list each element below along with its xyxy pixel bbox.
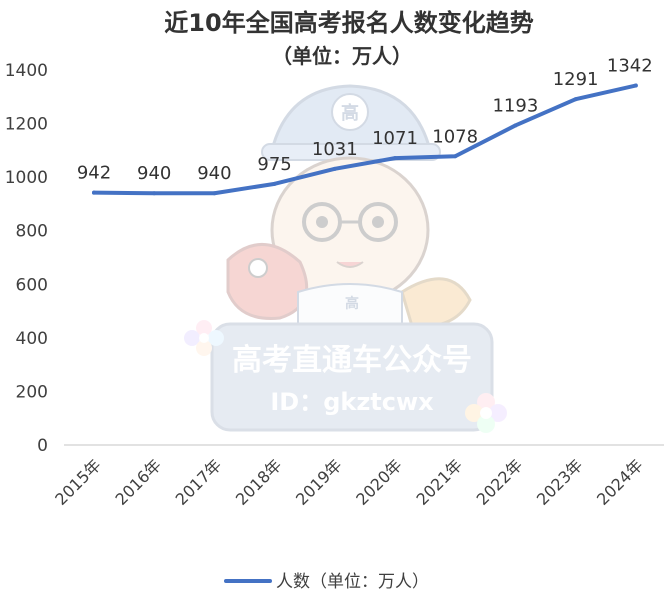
data-point [573,97,578,102]
x-axis: 2015年 2016年 2017年 2018年 2019年 2020年 2021年 2022年… [51,455,646,509]
x-tick-label: 2020年 [352,455,406,509]
hat-label: 高 [341,102,359,124]
y-tick-label: 400 [16,329,48,349]
mascot-icon: 高 高 [226,84,472,331]
watermark: 高 高 高考直通车公众号 ID：gkztcwx [184,84,507,433]
y-tick-label: 800 [16,222,48,242]
x-tick-label: 2018年 [232,455,286,509]
flower-icon [465,393,507,433]
y-tick-label: 1000 [5,168,48,188]
data-point [393,156,397,161]
data-point [152,191,157,196]
data-point [453,154,458,159]
data-label: 1291 [553,69,599,90]
x-tick-label: 2019年 [292,455,346,509]
data-labels: 942 940 940 975 1031 1071 1078 1193 1291 1342 [77,56,653,185]
watermark-banner [210,322,494,432]
data-label: 975 [257,154,291,175]
data-point [332,166,337,171]
data-point [513,123,518,128]
flower-icon [184,320,224,356]
data-label: 1078 [432,126,478,147]
data-label: 942 [77,163,111,184]
data-label: 1071 [372,128,418,149]
data-label: 940 [197,163,231,184]
data-point [633,83,638,88]
x-tick-label: 2022年 [473,455,527,509]
chart-title: 近10年全国高考报名人数变化趋势 [164,9,533,37]
x-tick-label: 2024年 [593,455,647,509]
data-label: 1342 [607,56,653,77]
y-tick-label: 200 [16,382,48,402]
data-points [92,83,638,196]
data-label: 1193 [492,95,538,116]
watermark-id: ID：gkztcwx [270,388,434,416]
data-point [212,191,217,196]
data-point [272,181,277,186]
y-tick-label: 0 [37,436,48,456]
series-line [92,83,638,196]
legend: 人数（单位：万人） [224,572,429,592]
shirt-label: 高 [345,295,359,312]
y-tick-label: 1400 [5,61,48,81]
y-tick-label: 1200 [5,115,48,135]
chart-subtitle: （单位：万人） [272,44,412,68]
x-tick-label: 2017年 [172,455,226,509]
y-tick-label: 600 [16,275,48,295]
watermark-brand: 高考直通车公众号 [232,343,472,378]
x-tick-label: 2016年 [111,455,165,509]
x-tick-label: 2021年 [412,455,466,509]
y-axis: 0 200 400 600 800 1000 1200 1400 [5,61,48,456]
data-point [92,190,96,195]
legend-label: 人数（单位：万人） [276,572,429,592]
data-label: 1031 [312,139,358,160]
x-tick-label: 2023年 [533,455,587,509]
x-tick-label: 2015年 [51,455,105,509]
data-label: 940 [137,163,171,184]
